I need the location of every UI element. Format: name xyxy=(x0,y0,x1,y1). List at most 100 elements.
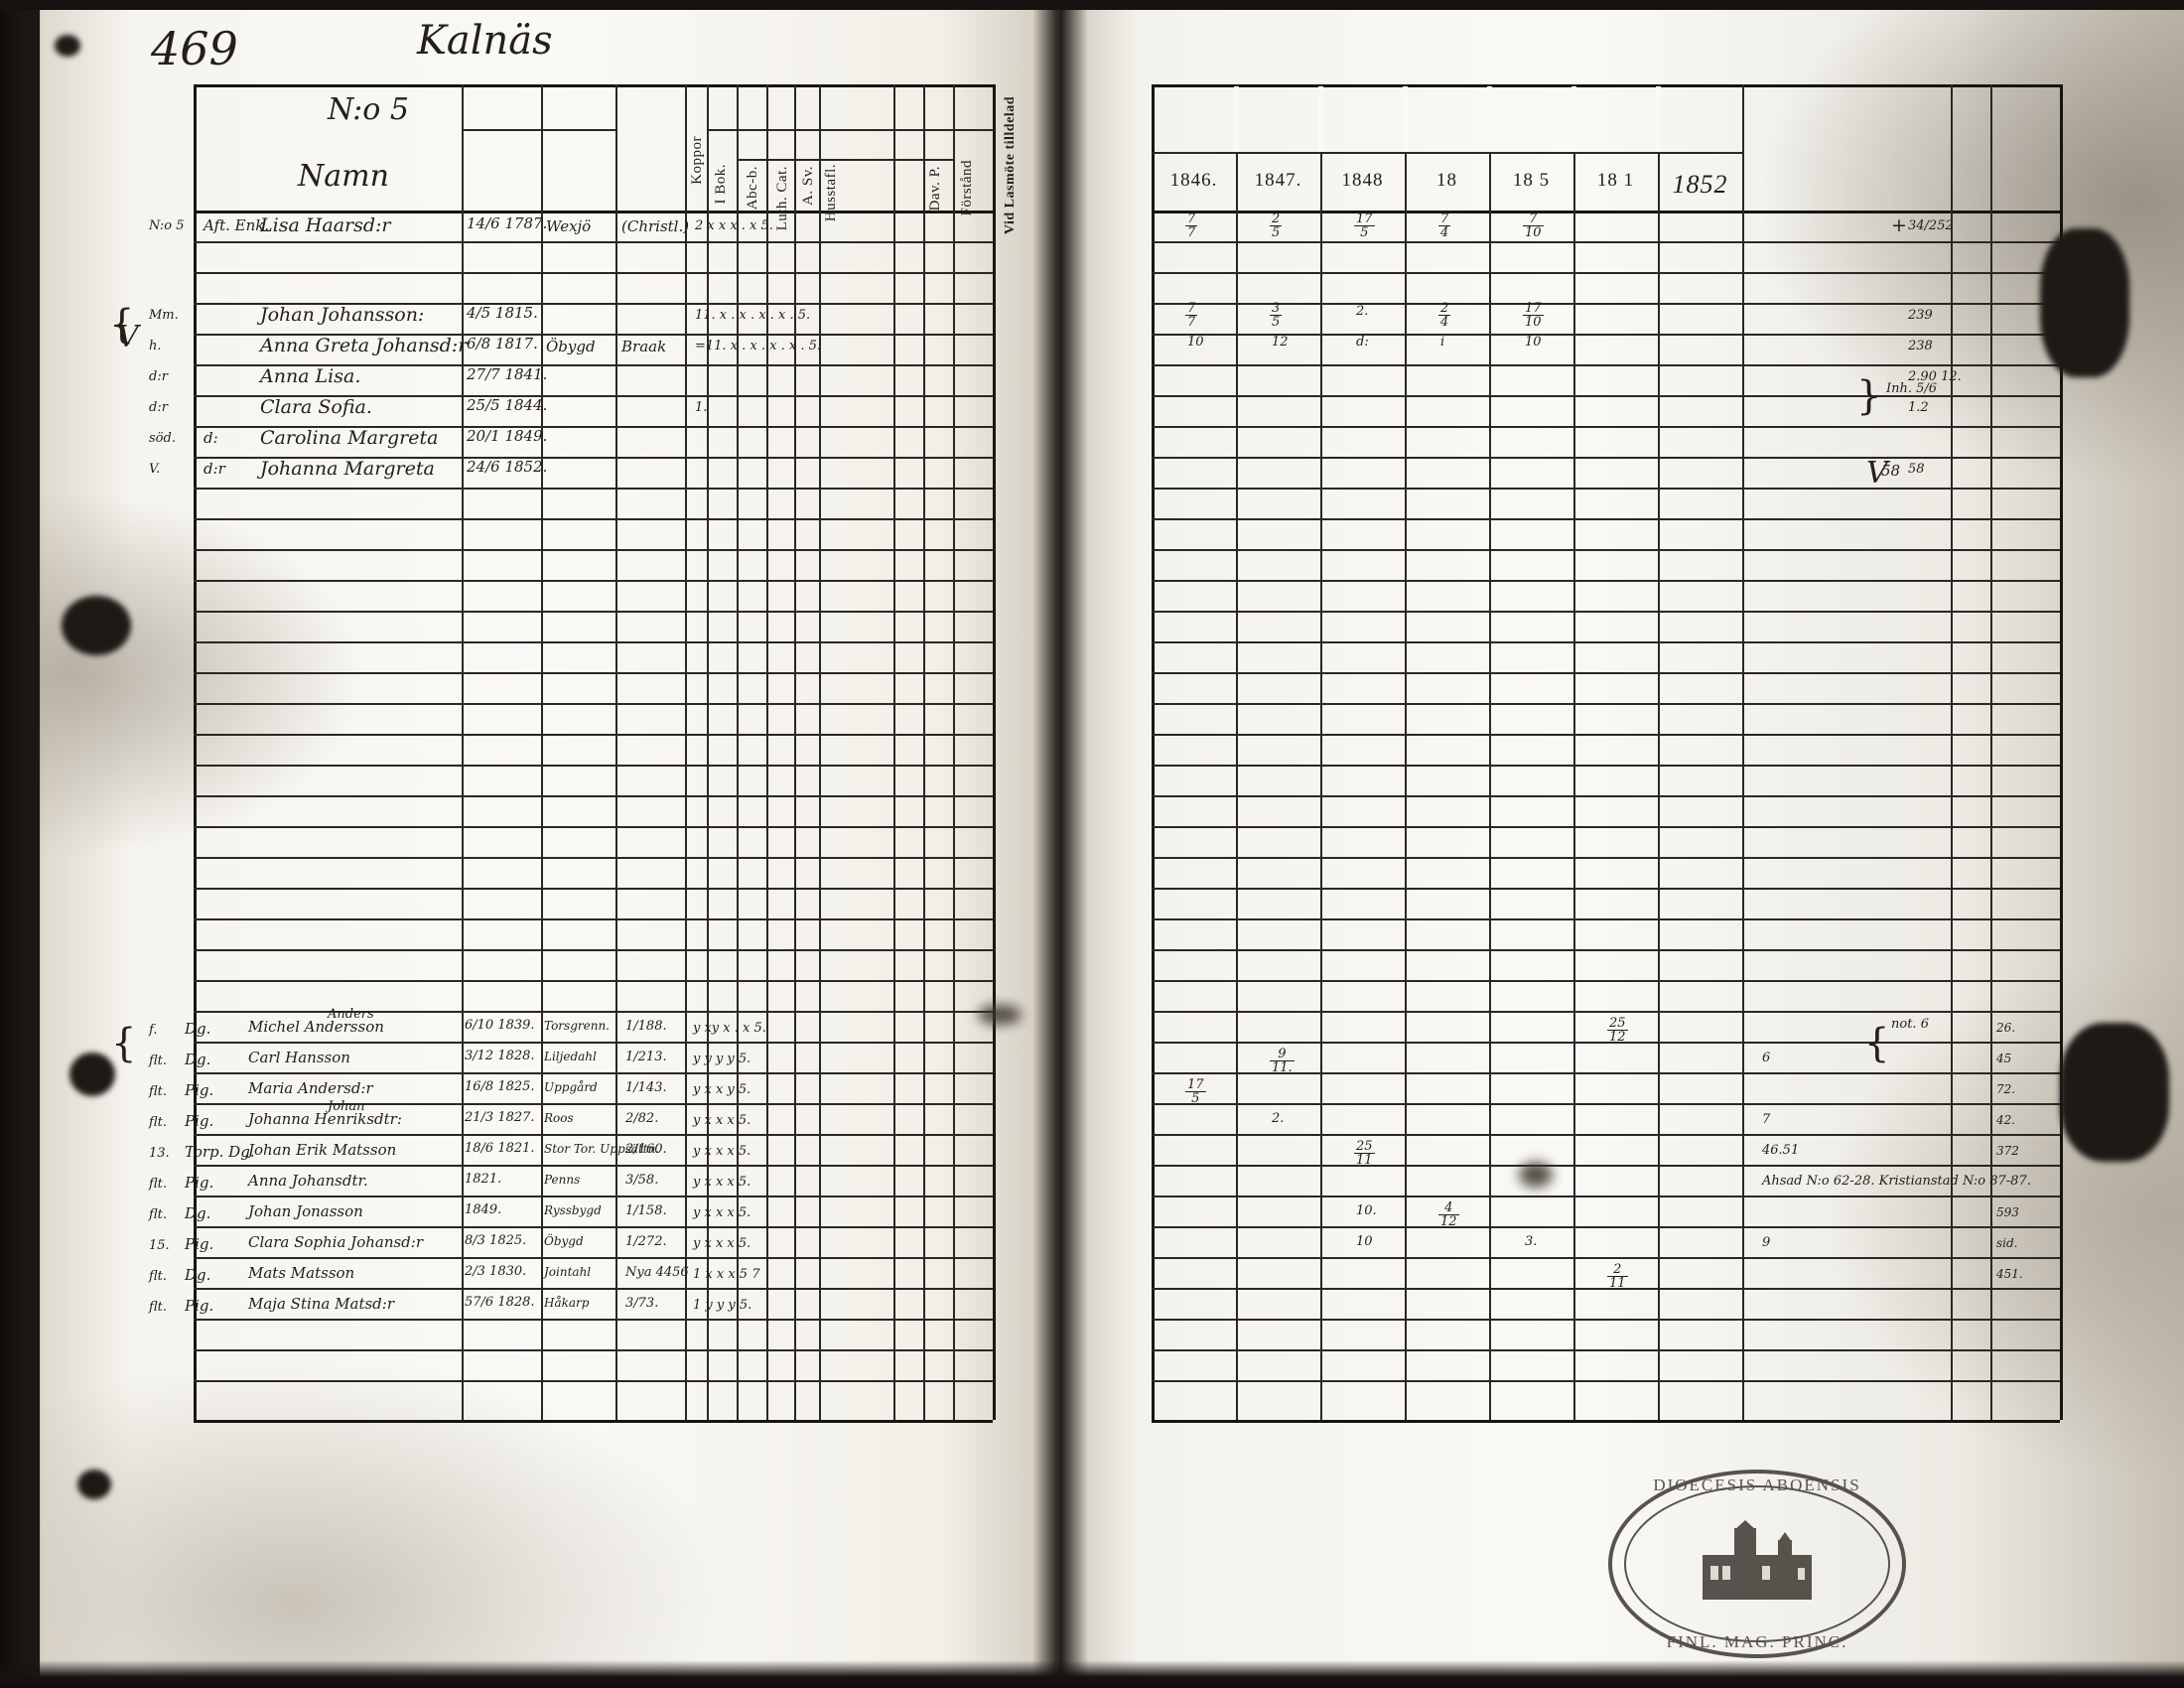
row-birth-date: 21/3 1827. xyxy=(465,1110,535,1125)
row-prefix: d:r xyxy=(149,369,168,384)
row-came-from: 3/58. xyxy=(625,1173,659,1188)
table-rule-vertical xyxy=(685,84,687,1420)
table-rule-vertical xyxy=(707,84,709,1420)
communion-mark: 4 12 xyxy=(1438,1200,1459,1229)
table-rule-horizontal xyxy=(194,580,993,582)
row-name: Carl Hansson xyxy=(248,1049,350,1066)
row-reading-marks: y x x y 5. xyxy=(693,1082,751,1097)
table-rule-horizontal xyxy=(1152,795,2060,797)
row-birth-place: Wexjö xyxy=(546,217,592,235)
year-column-3: 18 xyxy=(1436,170,1457,191)
table-rule-horizontal xyxy=(194,1226,993,1228)
stamp-text-bottom: FINL. MAG. PRINC. xyxy=(1666,1632,1848,1651)
row-name: Johanna Henriksdtr: xyxy=(248,1110,402,1128)
table-rule-horizontal xyxy=(194,672,993,674)
table-rule-horizontal xyxy=(1152,395,2060,397)
table-rule-horizontal xyxy=(1152,765,2060,767)
table-rule-vertical xyxy=(1405,84,1407,1420)
place-title: Kalnäs xyxy=(417,18,553,64)
year-column-2: 1848 xyxy=(1341,170,1384,191)
table-rule-horizontal xyxy=(1152,611,2060,613)
row-remark: Ahsad N:o 62-28. Kristianstad N:o 87-87. xyxy=(1762,1174,2031,1189)
communion-mark: 10 xyxy=(1525,335,1542,350)
table-rule-horizontal xyxy=(1152,826,2060,828)
communion-mark: 2 11 xyxy=(1607,1262,1628,1291)
row-reading-marks: 11. x . x . x . x . 5. xyxy=(695,308,811,323)
table-rule-horizontal xyxy=(194,918,993,920)
table-rule-vertical xyxy=(1320,84,1322,1420)
table-rule-horizontal xyxy=(194,1349,993,1351)
grouping-brace: { xyxy=(109,302,135,348)
paper-blemish xyxy=(55,35,80,57)
table-rule-horizontal xyxy=(194,1196,993,1197)
row-departed-code: 58 xyxy=(1908,462,1925,477)
paper-blemish xyxy=(69,1053,115,1096)
row-birth-date: 16/8 1825. xyxy=(465,1079,535,1094)
cathedral-icon xyxy=(1703,1520,1812,1601)
table-rule-horizontal xyxy=(1152,1226,2060,1228)
row-name: Johanna Margreta xyxy=(260,458,435,480)
row-reading-marks: 1. xyxy=(695,400,708,415)
row-name: Clara Sophia Johansd:r xyxy=(248,1233,424,1251)
row-prefix: N:o 5 xyxy=(149,218,185,233)
row-departed-code: 451. xyxy=(1996,1267,2023,1281)
row-came-from: 1/188. xyxy=(625,1019,667,1034)
table-rule-horizontal xyxy=(194,488,993,490)
row-birth-date: 6/10 1839. xyxy=(465,1018,535,1033)
header-dav-ps: Dav. P. xyxy=(927,166,943,211)
row-reading-marks: y y y y 5. xyxy=(693,1052,751,1066)
row-status: Pig. xyxy=(185,1297,214,1315)
row-birth-date: 4/5 1815. xyxy=(467,304,538,322)
table-rule-horizontal xyxy=(1152,672,2060,674)
archive-stamp: DIOECESIS ABOENSIS FINL. MAG. PRINC. xyxy=(1608,1470,1906,1658)
row-status: d:r xyxy=(204,460,225,478)
row-reading-marks: 2 x x x . x 5. xyxy=(695,218,773,233)
row-departed-code: 34/252 xyxy=(1908,218,1954,233)
row-name: Johan Erik Matsson xyxy=(248,1141,397,1159)
table-rule-vertical xyxy=(1152,84,1155,1420)
scan-edge-left xyxy=(0,0,42,1688)
row-prefix: d:r xyxy=(149,400,168,415)
stamp-text-top: DIOECESIS ABOENSIS xyxy=(1653,1476,1861,1494)
table-rule-horizontal xyxy=(194,241,993,243)
row-prefix: flt. xyxy=(149,1084,168,1099)
communion-mark: 17 10 xyxy=(1523,301,1544,330)
table-rule-vertical xyxy=(766,84,768,1420)
row-came-from: 2/160. xyxy=(625,1142,667,1157)
table-rule-horizontal xyxy=(462,129,615,131)
table-rule-horizontal xyxy=(194,826,993,828)
communion-mark: 3. xyxy=(1525,1234,1538,1249)
row-birth-date: 14/6 1787. xyxy=(467,214,548,232)
row-came-from: 1/272. xyxy=(625,1234,667,1249)
stamp-inner-ring xyxy=(1624,1485,1890,1642)
row-prefix: h. xyxy=(149,339,162,353)
table-rule-horizontal xyxy=(194,1103,993,1105)
row-birth-place: Roos xyxy=(544,1111,574,1125)
row-departed-code: 42. xyxy=(1996,1113,2016,1127)
table-rule-horizontal xyxy=(1152,334,2060,336)
row-name-superscript: Johan xyxy=(328,1099,365,1114)
communion-mark: 12 xyxy=(1272,335,1289,350)
communion-mark: i xyxy=(1440,335,1445,350)
header-luther: Luth. Cat. xyxy=(774,166,790,231)
communion-mark: 2. xyxy=(1356,304,1369,319)
row-remark: 6 xyxy=(1762,1051,1771,1065)
row-status: Dg. xyxy=(185,1204,211,1222)
table-rule-horizontal xyxy=(194,1420,993,1423)
stamp-outer-ring xyxy=(1608,1470,1906,1658)
communion-mark: 17 5 xyxy=(1354,211,1375,240)
table-rule-vertical xyxy=(1489,84,1491,1420)
table-rule-horizontal xyxy=(1152,152,1742,154)
row-reading-marks: y x x x 5. xyxy=(693,1144,751,1159)
row-name: Anna Lisa. xyxy=(260,365,361,387)
table-rule-vertical xyxy=(794,84,796,1420)
row-birth-place: Torsgrenn. xyxy=(544,1019,610,1033)
table-rule-horizontal xyxy=(1152,1380,2060,1382)
table-rule-horizontal xyxy=(1152,84,2060,87)
row-reading-marks: y x x x 5. xyxy=(693,1113,751,1128)
row-birth-date: 1849. xyxy=(465,1202,502,1217)
checkmark-v: V xyxy=(117,320,139,354)
paper-blemish xyxy=(2040,228,2129,377)
